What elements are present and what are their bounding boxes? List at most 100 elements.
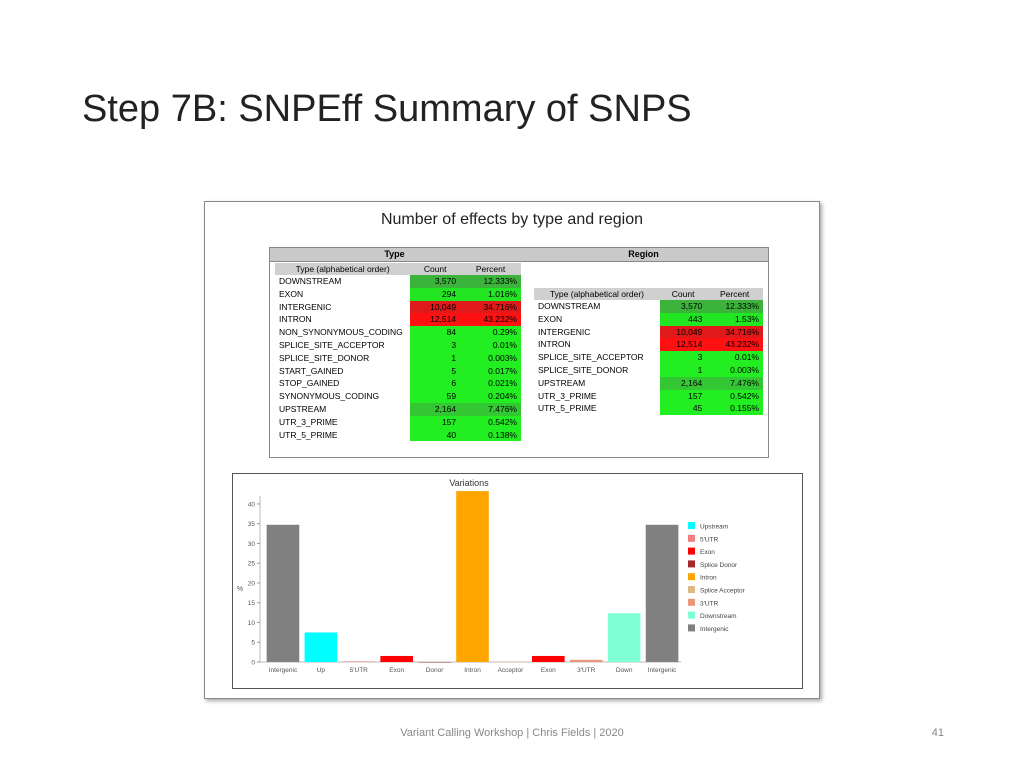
x-tick-label: Intergenic	[648, 667, 677, 674]
region-table-row: UTR_3_PRIME 157 0.542%	[534, 389, 763, 403]
x-tick-label: 5'UTR	[350, 667, 369, 674]
region-table-count-cell: 1	[659, 363, 707, 377]
type-table-count-cell: 84	[410, 326, 461, 339]
type-table-header-row: Type (alphabetical order) Count Percent	[275, 263, 521, 275]
region-table-type-cell: INTRON	[538, 339, 571, 350]
legend-swatch	[688, 547, 695, 555]
tables-header: Type Region	[270, 248, 768, 262]
type-table-row: DOWNSTREAM 3,570 12.333%	[275, 275, 521, 288]
region-table-count-cell: 157	[659, 389, 707, 403]
region-table-row: UTR_5_PRIME 45 0.155%	[534, 402, 763, 416]
bar-6	[456, 491, 489, 662]
type-table-row: SPLICE_SITE_ACCEPTOR 3 0.01%	[275, 338, 521, 352]
bar-3	[342, 661, 376, 662]
type-table-row: INTRON 12,514 43.232%	[275, 313, 521, 327]
region-table-col-header: Percent	[706, 288, 763, 300]
bar-4	[380, 655, 413, 662]
y-tick-label: 25	[248, 561, 256, 568]
type-table-row: START_GAINED 5 0.017%	[275, 364, 521, 378]
type-table-count-cell: 3	[410, 338, 461, 352]
legend-swatch	[688, 573, 695, 581]
type-table-percent-cell: 0.021%	[460, 377, 521, 391]
bar-11	[645, 524, 679, 662]
figure-title: Number of effects by type and region	[380, 211, 644, 228]
region-table: Type (alphabetical order) Count Percent DOW…	[534, 288, 763, 416]
type-table-type-cell: INTRON	[279, 314, 312, 325]
legend-label: Intron	[700, 575, 717, 582]
legend-label: Upstream	[700, 524, 728, 531]
region-table-count-cell: 10,049	[659, 325, 707, 339]
type-table-percent-cell: 12.333%	[460, 275, 521, 288]
type-table-type-cell: SYNONYMOUS_CODING	[279, 391, 380, 402]
type-table-row: UPSTREAM 2,164 7.476%	[275, 402, 521, 416]
region-table-row: INTERGENIC 10,049 34.716%	[534, 325, 763, 339]
region-table-percent-cell: 12.333%	[706, 300, 763, 313]
region-table-header-row: Type (alphabetical order) Count Percent	[534, 288, 763, 300]
region-table-count-cell: 3,570	[659, 300, 707, 313]
type-table-type-cell: START_GAINED	[279, 365, 344, 376]
legend-label: 5'UTR	[700, 536, 719, 543]
type-table-row: NON_SYNONYMOUS_CODING 84 0.29%	[275, 326, 521, 339]
type-table-type-cell: NON_SYNONYMOUS_CODING	[279, 327, 403, 338]
bar-5	[418, 661, 451, 663]
variations-chart-panel: Variations 0 5 10 15 20 25 30 35 40% Intergenic Up 5…	[232, 473, 803, 689]
type-table-count-cell: 3,570	[410, 275, 461, 288]
type-table-count-cell: 2,164	[410, 402, 461, 416]
region-table-percent-cell: 0.003%	[706, 363, 763, 377]
type-table-type-cell: SPLICE_SITE_DONOR	[279, 352, 370, 363]
legend-label: 3'UTR	[700, 600, 719, 607]
x-tick-label: Donor	[426, 667, 445, 674]
y-tick-label: 40	[248, 501, 256, 508]
type-table-percent-cell: 43.232%	[460, 313, 521, 327]
region-table-row: SPLICE_SITE_ACCEPTOR 3 0.01%	[534, 351, 763, 364]
bar-2	[304, 632, 338, 662]
type-table-row: SYNONYMOUS_CODING 59 0.204%	[275, 390, 521, 403]
type-table: Type (alphabetical order) Count Percent DOW…	[275, 263, 521, 442]
slide-footer: Variant Calling Workshop | Chris Fields …	[400, 727, 624, 739]
region-table-row: DOWNSTREAM 3,570 12.333%	[534, 300, 763, 313]
type-header: Type	[384, 249, 405, 259]
type-table-count-cell: 12,514	[410, 313, 461, 327]
type-table-count-cell: 59	[410, 390, 461, 403]
type-table-count-cell: 294	[410, 287, 461, 301]
y-tick-label: 10	[248, 620, 256, 627]
variations-chart: Variations 0 5 10 15 20 25 30 35 40% Intergenic Up 5…	[237, 478, 746, 674]
region-header: Region	[628, 249, 659, 259]
type-table-row: UTR_5_PRIME 40 0.138%	[275, 428, 521, 442]
type-table-count-cell: 1	[410, 351, 461, 365]
region-table-percent-cell: 34.716%	[706, 325, 763, 339]
legend-swatch	[688, 611, 695, 619]
type-table-col-header: Percent	[460, 263, 521, 275]
type-table-count-cell: 10,049	[410, 300, 461, 314]
legend-swatch	[688, 534, 695, 542]
type-table-row: SPLICE_SITE_DONOR 1 0.003%	[275, 351, 521, 365]
x-tick-label: Exon	[541, 667, 556, 674]
bar-10	[607, 613, 641, 662]
y-tick-label: 0	[251, 660, 255, 667]
type-table-percent-cell: 0.003%	[460, 351, 521, 365]
type-table-type-cell: SPLICE_SITE_ACCEPTOR	[279, 339, 385, 350]
type-table-percent-cell: 0.204%	[460, 390, 521, 403]
type-table-percent-cell: 34.716%	[460, 300, 521, 314]
page-number: 41	[931, 727, 944, 739]
region-table-row: SPLICE_SITE_DONOR 1 0.003%	[534, 363, 763, 377]
chart-title: Variations	[449, 478, 489, 488]
region-table-percent-cell: 0.542%	[706, 389, 763, 403]
type-table-row: UTR_3_PRIME 157 0.542%	[275, 415, 521, 429]
type-table-type-cell: EXON	[279, 288, 304, 299]
slide-title: Step 7B: SNPEff Summary of SNPS	[82, 88, 692, 130]
legend-label: Splice Donor	[700, 562, 738, 569]
bar-8	[532, 655, 565, 662]
snpeff-figure: Number of effects by type and region Typ…	[204, 201, 820, 699]
region-table-col-header: Type (alphabetical order)	[534, 288, 660, 300]
effects-tables-panel: Type Region Type (alphabetical order) Cou…	[269, 247, 769, 458]
region-table-type-cell: SPLICE_SITE_ACCEPTOR	[538, 352, 644, 363]
region-table-percent-cell: 1.53%	[706, 312, 763, 326]
region-table-row: EXON 443 1.53%	[534, 312, 763, 326]
region-table-type-cell: UTR_3_PRIME	[538, 390, 597, 401]
bar-1	[266, 524, 300, 662]
type-table-type-cell: STOP_GAINED	[279, 378, 340, 389]
type-table-percent-cell: 0.542%	[460, 415, 521, 429]
region-table-percent-cell: 0.01%	[706, 351, 763, 364]
bar-7	[494, 661, 527, 663]
